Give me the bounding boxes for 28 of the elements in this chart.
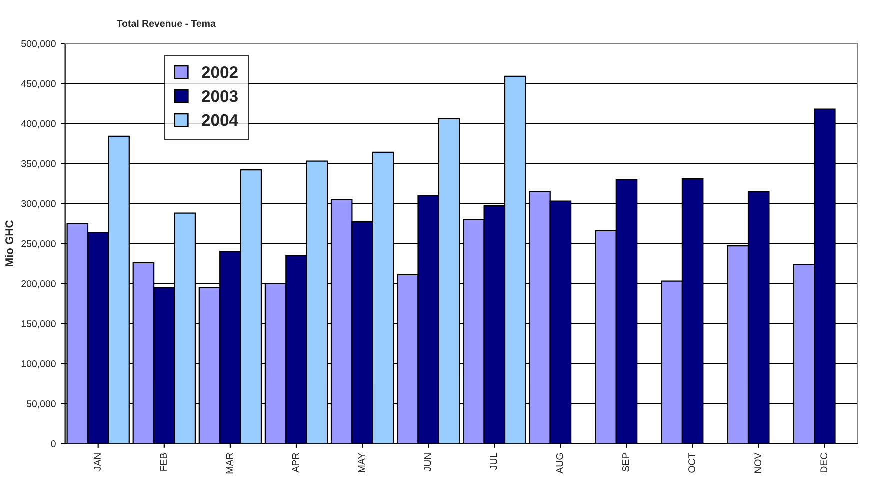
- x-tick-label: MAR: [226, 453, 233, 474]
- x-tick-label: NOV: [754, 452, 762, 474]
- x-tick-label: JUL: [490, 453, 498, 470]
- y-tick-label: 0: [51, 440, 56, 448]
- y-tick-label: 500,000: [22, 40, 56, 48]
- y-tick-label: 300,000: [22, 200, 56, 208]
- y-tick-label: 50,000: [26, 400, 56, 409]
- x-tick-label: JAN: [94, 454, 101, 472]
- y-tick-label: 350,000: [22, 160, 56, 168]
- y-tick-label: 100,000: [22, 360, 56, 369]
- legend-label: 2003: [202, 90, 238, 102]
- legend-label: 2002: [202, 66, 238, 78]
- y-tick-label: 150,000: [22, 320, 56, 329]
- legend-label: 2004: [202, 114, 238, 126]
- y-axis-title: Mio GHC: [5, 220, 14, 266]
- y-tick-label: 200,000: [22, 280, 56, 288]
- x-tick-label: JUN: [424, 454, 432, 472]
- x-tick-label: DEC: [820, 453, 828, 473]
- y-tick-label: 400,000: [21, 120, 56, 128]
- x-tick-label: FEB: [160, 453, 167, 471]
- y-tick-label: 450,000: [21, 80, 56, 88]
- x-tick-label: MAY: [358, 453, 366, 472]
- chart-title: Total Revenue - Tema: [116, 20, 216, 28]
- x-tick-label: AUG: [556, 454, 564, 474]
- y-tick-label: 250,000: [22, 240, 56, 248]
- x-tick-label: APR: [292, 453, 300, 473]
- x-tick-label: OCT: [688, 453, 696, 473]
- x-tick-label: SEP: [622, 453, 630, 472]
